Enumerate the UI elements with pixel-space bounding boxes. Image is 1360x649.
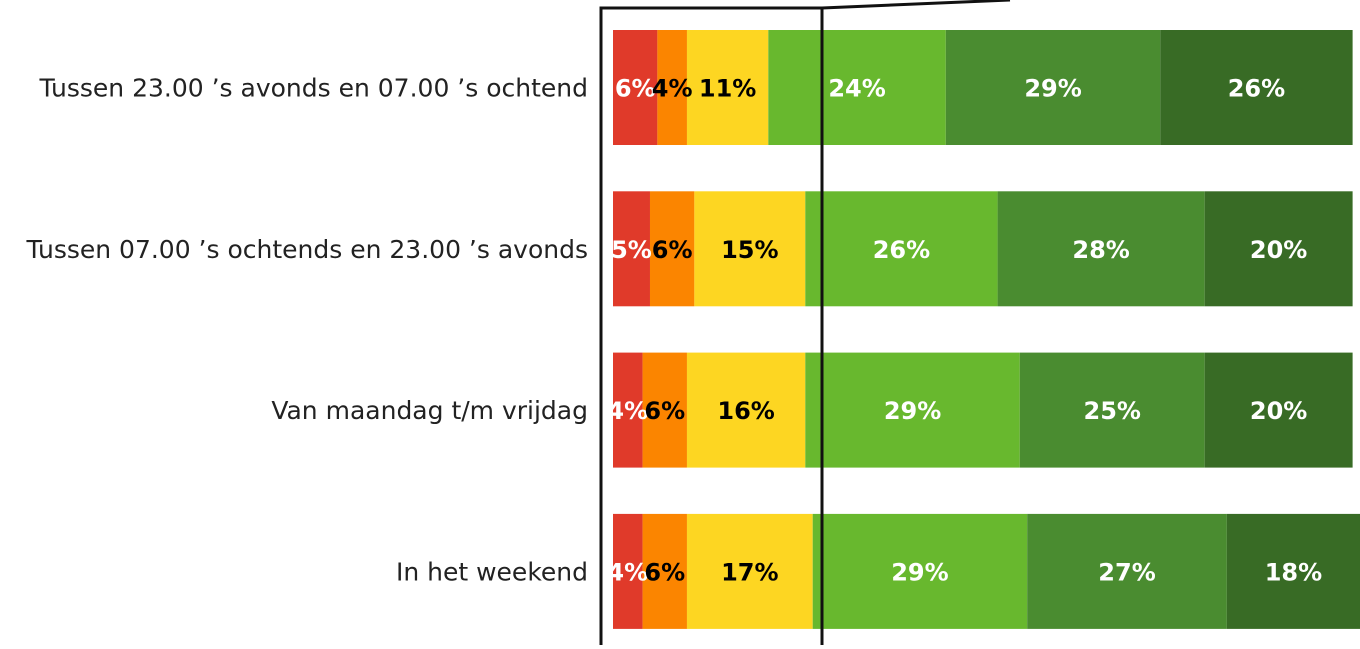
value-label: 16% [717,397,774,425]
category-label: In het weekend [396,557,588,586]
value-label: 15% [721,236,778,264]
value-label: 4% [652,75,693,103]
category-label: Van maandag t/m vrijdag [271,396,588,425]
value-label: 28% [1072,236,1129,264]
value-label: 4% [607,397,648,425]
value-label: 6% [615,75,656,103]
category-label: Tussen 23.00 ’s avonds en 07.00 ’s ochte… [39,74,588,103]
value-label: 20% [1250,397,1307,425]
value-label: 29% [1024,75,1081,103]
value-label: 29% [891,558,948,586]
value-label: 6% [644,558,685,586]
value-label: 17% [721,558,778,586]
frame-connector [822,0,1010,8]
value-label: 26% [873,236,930,264]
value-label: 29% [884,397,941,425]
value-label: 20% [1250,236,1307,264]
value-label: 26% [1228,75,1285,103]
bars: Tussen 23.00 ’s avonds en 07.00 ’s ochte… [26,30,1360,629]
category-label: Tussen 07.00 ’s ochtends en 23.00 ’s avo… [26,235,589,264]
value-label: 27% [1098,558,1155,586]
value-label: 11% [699,75,756,103]
value-label: 5% [611,236,652,264]
value-label: 25% [1084,397,1141,425]
value-label: 24% [828,75,885,103]
value-label: 18% [1265,558,1322,586]
value-label: 4% [607,558,648,586]
value-label: 6% [644,397,685,425]
value-label: 6% [652,236,693,264]
